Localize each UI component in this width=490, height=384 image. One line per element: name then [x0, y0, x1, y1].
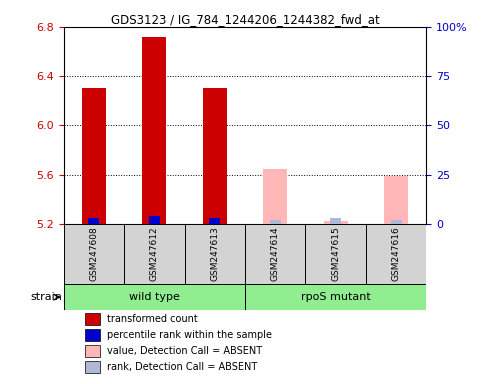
Bar [149, 216, 160, 224]
Bar [85, 344, 100, 357]
Bar [209, 218, 220, 224]
Bar [366, 224, 426, 284]
Bar [64, 284, 245, 311]
Bar [85, 313, 100, 325]
Bar [203, 88, 227, 224]
Text: strain: strain [30, 292, 63, 302]
Text: wild type: wild type [129, 292, 180, 302]
Text: GSM247615: GSM247615 [331, 227, 340, 281]
Bar [82, 88, 106, 224]
Bar [305, 224, 366, 284]
Text: GSM247614: GSM247614 [270, 227, 280, 281]
Bar [384, 176, 408, 224]
Text: GSM247608: GSM247608 [89, 227, 98, 281]
Bar [330, 218, 341, 224]
Text: rank, Detection Call = ABSENT: rank, Detection Call = ABSENT [107, 362, 257, 372]
Text: rpoS mutant: rpoS mutant [301, 292, 370, 302]
Bar [323, 222, 348, 224]
Bar [142, 37, 167, 224]
Text: transformed count: transformed count [107, 314, 198, 324]
Text: value, Detection Call = ABSENT: value, Detection Call = ABSENT [107, 346, 262, 356]
Bar [89, 218, 99, 224]
Bar [124, 224, 185, 284]
Text: percentile rank within the sample: percentile rank within the sample [107, 330, 272, 340]
Title: GDS3123 / IG_784_1244206_1244382_fwd_at: GDS3123 / IG_784_1244206_1244382_fwd_at [111, 13, 379, 26]
Text: GSM247616: GSM247616 [392, 227, 401, 281]
Bar [85, 329, 100, 341]
Bar [245, 224, 305, 284]
Bar [64, 224, 124, 284]
Bar [185, 224, 245, 284]
Bar [85, 361, 100, 373]
Text: GSM247612: GSM247612 [150, 227, 159, 281]
Bar [245, 284, 426, 311]
Text: GSM247613: GSM247613 [210, 227, 220, 281]
Bar [270, 220, 281, 224]
Bar [391, 220, 401, 224]
Bar [263, 169, 287, 224]
